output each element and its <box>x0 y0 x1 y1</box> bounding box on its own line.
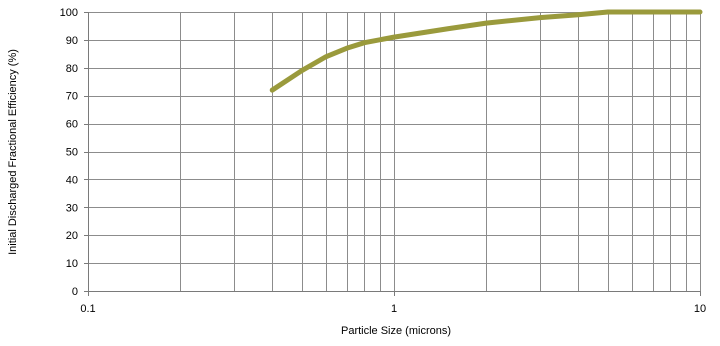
y-tick-label: 10 <box>66 258 78 270</box>
series-line <box>269 9 703 93</box>
y-tick-label: 100 <box>60 7 78 19</box>
y-tick-label: 30 <box>66 202 78 214</box>
tick-labels: 0 10 20 30 40 50 60 70 80 90 100 0.1 1 10 <box>60 7 706 315</box>
x-axis-label: Particle Size (microns) <box>341 325 451 337</box>
y-tick-label: 40 <box>66 174 78 186</box>
y-tick-label: 90 <box>66 35 78 47</box>
y-tick-label: 60 <box>66 119 78 131</box>
y-axis-label: Initial Discharged Fractional Efficiency… <box>7 49 19 255</box>
y-tick-label: 70 <box>66 91 78 103</box>
series <box>269 9 703 93</box>
y-tick-label: 0 <box>72 286 78 298</box>
y-tick-label: 80 <box>66 63 78 75</box>
axes <box>84 12 701 296</box>
x-tick-label: 0.1 <box>80 303 95 315</box>
x-tick-label: 1 <box>391 303 397 315</box>
y-tick-label: 20 <box>66 230 78 242</box>
y-tick-label: 50 <box>66 147 78 159</box>
x-tick-label: 10 <box>694 303 706 315</box>
gridlines <box>88 12 701 291</box>
